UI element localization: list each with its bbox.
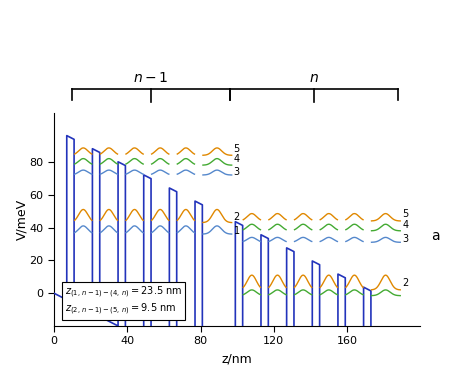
Text: 5: 5: [402, 209, 408, 219]
Text: 3: 3: [402, 234, 408, 244]
Text: 5: 5: [234, 144, 240, 154]
Text: 4: 4: [234, 154, 240, 164]
Y-axis label: V/meV: V/meV: [15, 199, 28, 240]
Text: 2: 2: [402, 278, 408, 288]
X-axis label: z/nm: z/nm: [222, 352, 253, 365]
Text: 1: 1: [234, 226, 240, 236]
Text: $n-1$: $n-1$: [133, 71, 169, 85]
Text: 3: 3: [234, 167, 240, 177]
Text: $n$: $n$: [309, 71, 319, 85]
Text: a: a: [431, 230, 440, 244]
Text: 2: 2: [234, 212, 240, 222]
Text: $z_{(1,\,n-1)-(4,\,n)} = 23.5$ nm
$z_{(2,\,n-1)-(5,\,n)} = 9.5$ nm: $z_{(1,\,n-1)-(4,\,n)} = 23.5$ nm $z_{(2…: [65, 285, 182, 318]
Text: 4: 4: [402, 220, 408, 230]
